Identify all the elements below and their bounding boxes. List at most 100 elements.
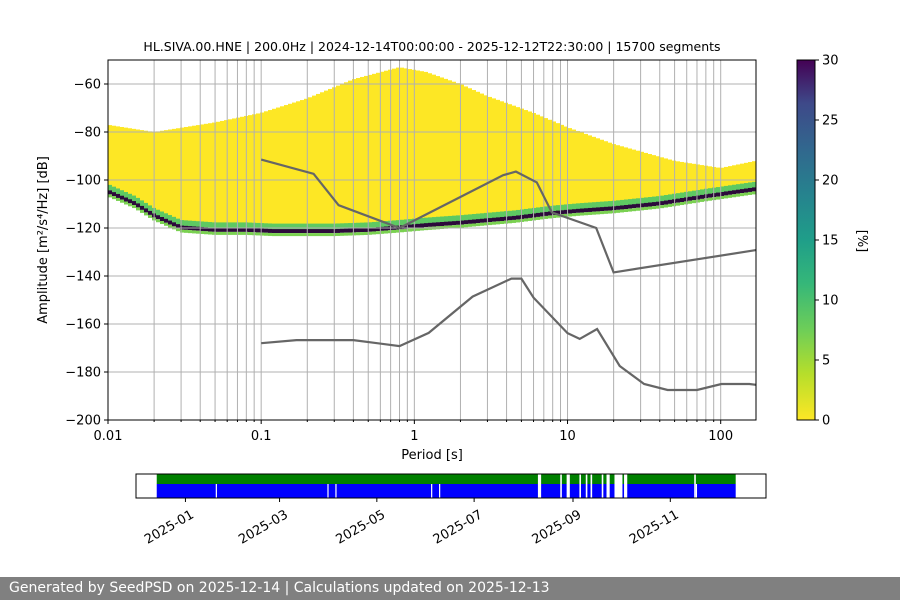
heatmap-cell (392, 68, 396, 223)
heatmap-cell (348, 232, 352, 236)
heatmap-cell (464, 224, 468, 228)
timeline-bar (156, 474, 736, 484)
heatmap-cell (620, 199, 624, 206)
heatmap-cell (416, 223, 420, 228)
heatmap-cell (408, 69, 412, 222)
heatmap-cell (224, 227, 228, 232)
heatmap-cell (492, 217, 496, 222)
heatmap-cell (644, 206, 648, 210)
heatmap-cell (128, 199, 132, 204)
heatmap-cell (364, 75, 368, 225)
heatmap-cell (580, 132, 584, 206)
heatmap-cell (728, 194, 732, 198)
heatmap-cell (260, 223, 264, 230)
heatmap-cell (636, 207, 640, 211)
heatmap-cell (156, 131, 160, 212)
noise-models (260, 158, 757, 392)
heatmap-cell (264, 223, 268, 230)
heatmap-cell (168, 220, 172, 225)
heatmap-cell (480, 222, 484, 226)
heatmap-cell (312, 95, 316, 226)
heatmap-cell (556, 205, 560, 212)
heatmap-cell (132, 128, 136, 198)
heatmap-cell (420, 223, 424, 228)
heatmap-cell (480, 213, 484, 220)
heatmap-cell (284, 229, 288, 234)
heatmap-cell (164, 213, 168, 220)
heatmap-cell (124, 197, 128, 202)
heatmap-cell (436, 222, 440, 227)
heatmap-cell (196, 125, 200, 224)
heatmap-cell (316, 223, 320, 230)
heatmap-cell (632, 198, 636, 205)
y-tick-label: −100 (65, 174, 101, 189)
heatmap-cell (496, 217, 500, 222)
heatmap-cell (684, 191, 688, 198)
heatmap-cell (480, 93, 484, 216)
plot-frame (107, 59, 757, 421)
heatmap-cell (304, 229, 308, 234)
heatmap-cell (236, 117, 240, 225)
heatmap-cell (380, 71, 384, 224)
heatmap-cell (196, 226, 200, 231)
heatmap-cell (676, 202, 680, 206)
heatmap-cell (268, 223, 272, 230)
heatmap-cell (604, 201, 608, 208)
heatmap-cell (232, 227, 236, 232)
heatmap-cell (516, 107, 520, 212)
heatmap-cell (488, 222, 492, 226)
heatmap-cell (520, 209, 524, 216)
heatmap-cell (584, 212, 588, 216)
heatmap-cell (140, 200, 144, 207)
heatmap-cell (268, 232, 272, 236)
heatmap-cell (648, 206, 652, 210)
heatmap-cell (160, 130, 164, 214)
heatmap-cell (740, 163, 744, 186)
heatmap-cell (628, 148, 632, 202)
heatmap-cell (752, 161, 756, 184)
heatmap-cell (560, 124, 564, 207)
heatmap-cell (604, 206, 608, 211)
heatmap-cell (592, 207, 596, 212)
heatmap-cell (220, 222, 224, 229)
heatmap-cell (180, 229, 184, 233)
heatmap-cell (588, 135, 592, 205)
heatmap-cell (116, 126, 120, 191)
heatmap-cell (484, 218, 488, 223)
heatmap-cell (396, 229, 400, 233)
heatmap-cell (308, 229, 312, 234)
heatmap-cell (376, 227, 380, 232)
heatmap-cell (464, 214, 468, 221)
heatmap-cell (336, 85, 340, 226)
heatmap-cell (456, 215, 460, 222)
heatmap-cell (572, 203, 576, 210)
heatmap-cell (264, 228, 268, 233)
heatmap-cell (416, 70, 420, 221)
heatmap-cell (504, 220, 508, 224)
heatmap-cell (468, 223, 472, 227)
heatmap-cell (184, 126, 188, 223)
heatmap-cell (700, 194, 704, 199)
heatmap-cell (324, 90, 328, 226)
heatmap-cell (132, 205, 136, 209)
heatmap-cell (740, 189, 744, 194)
heatmap-cell (140, 209, 144, 213)
timeline-tick-label: 2025-05 (333, 507, 388, 547)
heatmap-cell (660, 195, 664, 202)
heatmap-cell (144, 212, 148, 216)
heatmap-cell (292, 229, 296, 234)
heatmap-cell (188, 220, 192, 227)
heatmap-cell (744, 188, 748, 193)
heatmap-cell (736, 189, 740, 194)
heatmap-cell (368, 231, 372, 235)
heatmap-cell (388, 69, 392, 223)
heatmap-cell (740, 193, 744, 197)
heatmap-cell (336, 223, 340, 230)
heatmap-cell (424, 217, 428, 224)
timeline-ticks: 2025-01 2025-03 2025-05 2025-07 2025-09 2025-… (142, 498, 682, 548)
colorbar-tick-label: 15 (822, 234, 839, 249)
heatmap-cell (168, 129, 172, 218)
heatmap-cell (652, 155, 656, 199)
heatmap-cell (420, 217, 424, 224)
heatmap-cell (352, 222, 356, 229)
